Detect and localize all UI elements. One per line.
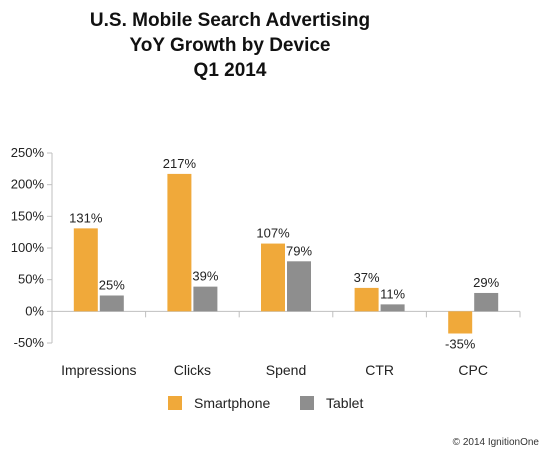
chart-title-line-1: U.S. Mobile Search Advertising [89,10,371,31]
data-label-tablet-impressions: 25% [99,278,125,293]
y-tick-label: 50% [18,272,44,287]
y-tick-label: 100% [11,240,45,255]
bar-tablet-cpc [474,292,499,312]
x-category-label: CTR [365,362,394,378]
bar-smartphone-ctr [354,287,379,312]
bar-smartphone-impressions [73,228,98,312]
bar-smartphone-cpc [448,311,473,334]
bar-tablet-impressions [99,295,124,312]
data-label-smartphone-impressions: 131% [69,210,103,225]
chart-title-line-2: YoY Growth by Device [129,35,331,56]
bar-smartphone-clicks [167,173,192,312]
x-category-label: CPC [458,362,488,378]
legend-swatch-smartphone [168,396,182,410]
x-category-label: Clicks [174,362,211,378]
y-tick-label: 0% [25,303,44,318]
data-label-tablet-ctr: 11% [380,286,405,301]
chart-legend: Smartphone Tablet [0,395,553,419]
x-category-label: Spend [266,362,306,378]
y-tick-label: 150% [11,208,45,223]
chart-title: U.S. Mobile Search Advertising YoY Growt… [0,8,460,83]
bar-tablet-clicks [193,286,218,312]
legend-label-smartphone: Smartphone [194,395,271,411]
legend-item-tablet: Tablet [300,395,363,411]
y-tick-label: -50% [14,335,45,350]
data-label-smartphone-spend: 107% [256,226,290,241]
y-tick-label: 200% [11,177,45,192]
bar-tablet-ctr [380,304,405,312]
y-tick-label: 250% [11,145,45,160]
bar-tablet-spend [287,261,311,312]
data-label-tablet-spend: 79% [286,243,312,258]
legend-label-tablet: Tablet [326,395,364,411]
bar-smartphone-spend [261,243,285,312]
copyright-text: © 2014 IgnitionOne [452,437,539,448]
legend-item-smartphone: Smartphone [168,395,270,411]
data-label-smartphone-clicks: 217% [163,156,197,171]
data-label-smartphone-ctr: 37% [354,270,380,285]
data-label-tablet-cpc: 29% [473,275,499,290]
data-label-tablet-clicks: 39% [192,269,218,284]
legend-swatch-tablet [300,396,314,410]
chart-title-line-3: Q1 2014 [193,60,267,81]
x-category-label: Impressions [61,362,136,378]
data-label-smartphone-cpc: -35% [445,337,476,352]
